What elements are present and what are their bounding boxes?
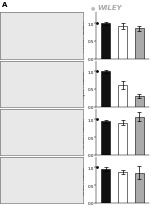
Bar — [135, 117, 144, 155]
Y-axis label: STIM1 / Tubulin: STIM1 / Tubulin — [82, 117, 86, 147]
Bar — [118, 27, 127, 59]
Text: WILEY: WILEY — [97, 5, 122, 11]
Y-axis label: RyR1 / Tubulin: RyR1 / Tubulin — [82, 70, 86, 98]
Y-axis label: P-PLCδ / Tubulin: P-PLCδ / Tubulin — [82, 21, 86, 52]
Bar — [118, 172, 127, 203]
Bar — [101, 169, 110, 203]
Bar — [135, 29, 144, 59]
Y-axis label: Orai1 / Tubulin: Orai1 / Tubulin — [82, 166, 86, 194]
Text: ●: ● — [90, 5, 95, 10]
Bar — [135, 173, 144, 203]
Bar — [101, 72, 110, 107]
Bar — [118, 85, 127, 107]
Text: A: A — [2, 2, 7, 8]
Bar — [135, 97, 144, 107]
Bar — [101, 24, 110, 59]
Bar — [101, 122, 110, 155]
Bar — [118, 123, 127, 155]
